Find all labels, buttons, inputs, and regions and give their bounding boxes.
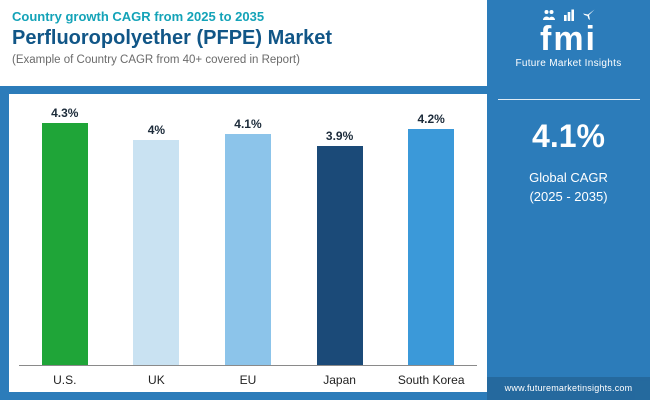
logo-icons: [515, 8, 621, 21]
bar-value-label: 4.1%: [234, 117, 262, 131]
bar-u-s-: [41, 123, 88, 365]
category-label: EU: [239, 373, 257, 387]
header: Country growth CAGR from 2025 to 2035 Pe…: [0, 0, 487, 86]
category-row: U.S. UK EU Japan South Korea: [19, 373, 477, 387]
global-cagr-label: Global CAGR (2025 - 2035): [529, 169, 608, 207]
chart-eyebrow: Country growth CAGR from 2025 to 2035: [12, 9, 265, 24]
bar-chart: 4.3% 4% 4.1% 3.9% 4.2% U.S. UK EU Japan South Ko…: [9, 94, 487, 392]
sidebar-divider: [497, 99, 640, 100]
website-url: www.futuremarketinsights.com: [487, 377, 650, 400]
category-label: South Korea: [397, 373, 465, 387]
sidebar: fmi Future Market Insights 4.1% Global C…: [487, 0, 650, 400]
fmi-logo: fmi Future Market Insights: [515, 8, 621, 69]
global-cagr-value: 4.1%: [532, 118, 605, 154]
category-label: UK: [148, 373, 165, 387]
bar-value-label: 4.3%: [51, 106, 79, 120]
bar-uk: [133, 140, 180, 365]
bar-value-label: 4.2%: [417, 112, 445, 126]
cagr-label-line2: (2025 - 2035): [529, 188, 608, 204]
bar-japan: [316, 146, 363, 365]
brand-name: Future Market Insights: [515, 58, 622, 69]
bar-eu: [224, 134, 271, 365]
category-label: Japan: [323, 373, 356, 387]
cagr-label-line1: Global CAGR: [529, 170, 608, 185]
fmi-logo-text: fmi: [540, 20, 597, 58]
bar-value-label: 4%: [147, 123, 166, 137]
chart-subtitle: (Example of Country CAGR from 40+ covere…: [12, 54, 300, 66]
plane-icon: [583, 9, 595, 20]
category-label: U.S.: [53, 373, 77, 387]
bar-chart-icon: [564, 9, 574, 21]
people-icon: [543, 10, 555, 20]
bar-column: 4%: [111, 123, 203, 365]
bar-column: 4.1%: [202, 117, 294, 365]
bar-column: 3.9%: [294, 129, 386, 365]
page-title: Perfluoropolyether (PFPE) Market: [12, 27, 333, 49]
bar-south-korea: [408, 129, 455, 365]
bar-column: 4.2%: [385, 112, 477, 365]
bar-value-label: 3.9%: [325, 129, 354, 143]
plot-area: 4.3% 4% 4.1% 3.9% 4.2%: [19, 95, 477, 366]
bar-column: 4.3%: [19, 106, 111, 365]
